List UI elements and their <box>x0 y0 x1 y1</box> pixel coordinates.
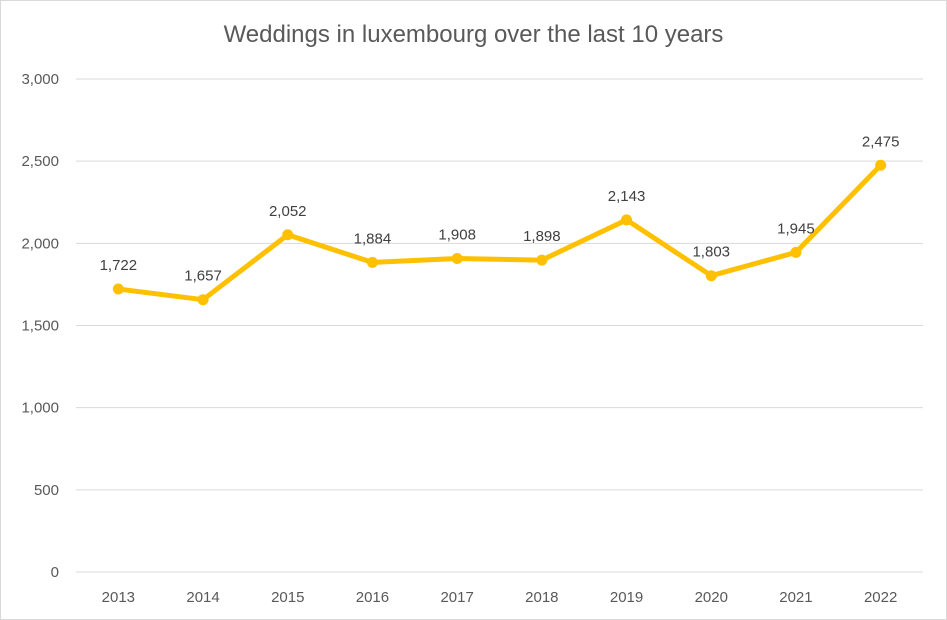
data-point <box>875 159 887 171</box>
x-tick-label: 2013 <box>102 589 135 606</box>
data-label: 1,722 <box>100 257 138 274</box>
data-point <box>621 214 633 226</box>
series <box>112 159 887 306</box>
x-tick-label: 2014 <box>186 589 219 606</box>
y-tick-label: 2,500 <box>21 153 59 170</box>
data-point <box>112 283 124 295</box>
data-labels: 1,722 1,657 2,052 1,884 1,908 1,898 2,143 1,803… <box>100 133 900 284</box>
data-label: 1,908 <box>438 226 476 243</box>
data-point <box>366 256 378 268</box>
data-point <box>705 270 717 282</box>
data-point <box>536 254 548 266</box>
y-tick-label: 1,000 <box>21 400 59 417</box>
x-tick-label: 2022 <box>864 589 897 606</box>
series-line <box>115 162 884 303</box>
data-label: 1,898 <box>523 228 561 245</box>
data-label: 1,884 <box>354 230 392 247</box>
y-tick-label: 2,000 <box>21 235 59 252</box>
y-tick-label: 500 <box>34 482 59 499</box>
data-point <box>197 294 209 306</box>
x-tick-label: 2020 <box>695 589 728 606</box>
x-tick-label: 2016 <box>356 589 389 606</box>
data-point <box>790 246 802 258</box>
data-label: 1,657 <box>184 268 222 285</box>
data-point <box>282 229 294 241</box>
data-label: 2,143 <box>608 188 646 205</box>
x-tick-label: 2018 <box>525 589 558 606</box>
x-tick-label: 2019 <box>610 589 643 606</box>
chart-title: Weddings in luxembourg over the last 10 … <box>223 21 724 48</box>
data-label: 1,803 <box>692 244 730 261</box>
x-tick-label: 2015 <box>271 589 304 606</box>
data-point <box>451 252 463 264</box>
y-tick-label: 3,000 <box>21 71 59 88</box>
data-label: 2,475 <box>862 133 900 150</box>
data-label: 2,052 <box>269 203 307 220</box>
x-tick-label: 2017 <box>440 589 473 606</box>
gridlines <box>76 78 923 573</box>
y-tick-label: 0 <box>51 564 59 581</box>
data-label: 1,945 <box>777 220 815 237</box>
x-tick-label: 2021 <box>779 589 812 606</box>
y-tick-label: 1,500 <box>21 318 59 335</box>
axes: 0 500 1,000 1,500 2,000 2,500 3,000 2013 2014 201… <box>21 71 923 606</box>
